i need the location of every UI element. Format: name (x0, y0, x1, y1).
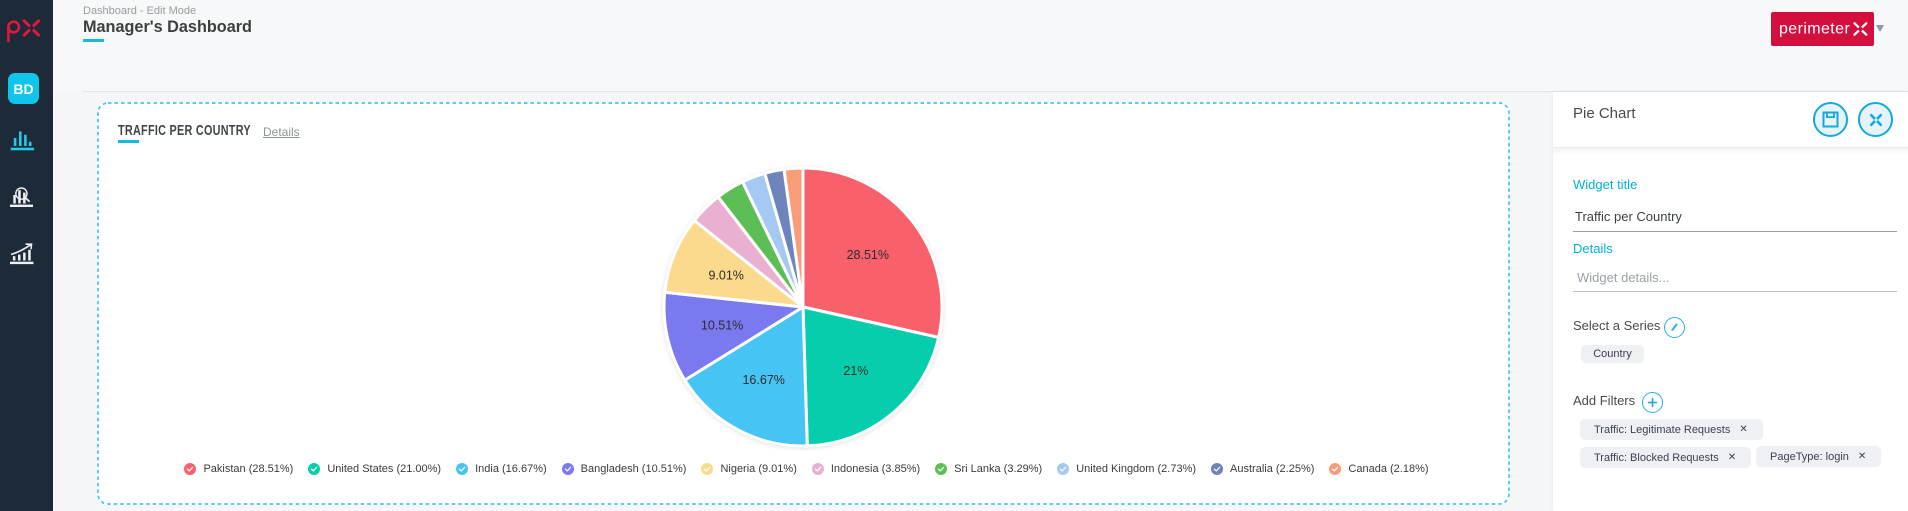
svg-text:28.51%: 28.51% (847, 248, 889, 262)
svg-text:10.51%: 10.51% (701, 318, 743, 332)
svg-text:21%: 21% (843, 364, 868, 378)
svg-text:perimeter: perimeter (1779, 21, 1850, 38)
svg-text:16.67%: 16.67% (742, 373, 784, 387)
svg-text:9.01%: 9.01% (708, 269, 743, 283)
